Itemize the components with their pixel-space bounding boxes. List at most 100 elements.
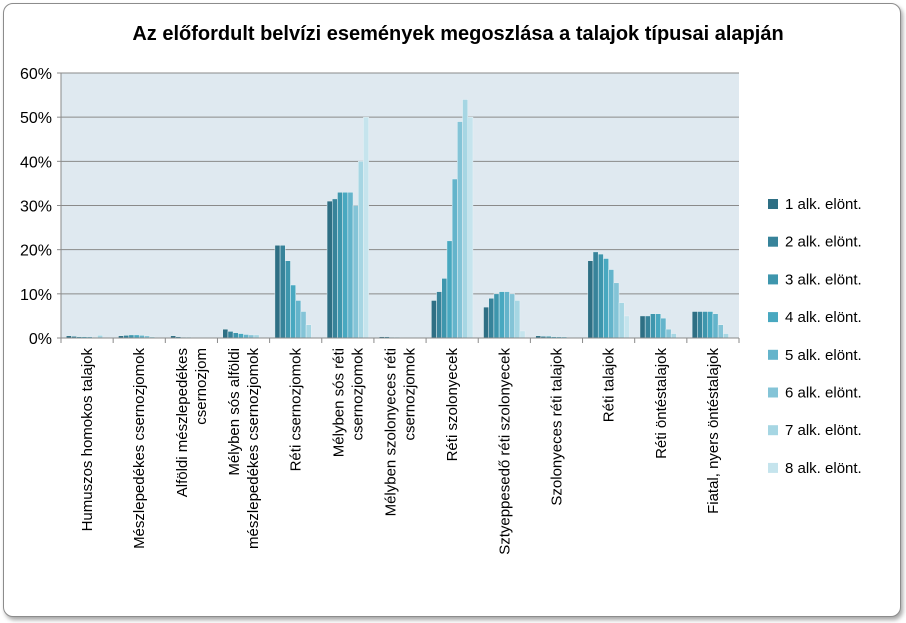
bar	[623, 315, 630, 339]
bar	[431, 300, 437, 339]
bar	[670, 333, 677, 339]
legend-label: 5 alk. elönt.	[785, 347, 862, 364]
x-category-label: Mélyben sós réti	[330, 348, 347, 457]
bar	[660, 317, 667, 339]
bar	[519, 330, 526, 339]
bar	[467, 116, 474, 339]
bar	[274, 245, 281, 339]
legend: 1 alk. elönt. 2 alk. elönt. 3 alk. elönt. 4…	[768, 196, 862, 477]
legend-swatch	[768, 236, 778, 247]
bar	[243, 334, 249, 339]
chart-title: Az előfordult belvízi események megoszlá…	[132, 23, 783, 45]
x-category-label: Réti öntéstalajok	[653, 348, 670, 459]
bar	[300, 311, 307, 339]
bar	[603, 258, 609, 339]
bar	[712, 313, 719, 339]
bar	[717, 324, 724, 339]
bar	[363, 116, 369, 339]
bar	[608, 269, 615, 339]
x-category-label: Mészlepedékes csernozjomok	[131, 348, 148, 549]
legend-swatch	[768, 274, 778, 285]
y-tick-label: 0%	[29, 331, 52, 348]
bar	[597, 253, 604, 339]
bar	[702, 311, 708, 339]
bar	[509, 293, 515, 339]
bar	[227, 331, 234, 339]
bar	[514, 300, 521, 339]
legend-label: 6 alk. elönt.	[785, 385, 862, 402]
bar	[691, 311, 698, 339]
bar	[352, 205, 359, 339]
bar	[650, 313, 656, 339]
bar	[295, 300, 302, 339]
x-category-label: Fiatal, nyers öntéstalajok	[705, 348, 722, 514]
bar	[644, 315, 651, 339]
legend-label: 3 alk. elönt.	[785, 271, 862, 288]
y-tick-label: 50%	[20, 110, 52, 127]
bar	[305, 324, 312, 339]
x-category-label: Réti csernozjomok	[288, 348, 305, 472]
x-category-label: mészlepedékes csernozjomok	[245, 348, 262, 549]
bar	[358, 161, 364, 339]
bar	[457, 121, 463, 339]
bars	[66, 99, 729, 339]
x-category-label: csernozjom	[193, 348, 210, 425]
bar	[639, 315, 646, 339]
bar	[279, 245, 286, 339]
x-category-label: csernozjomok	[349, 348, 366, 441]
bar	[451, 178, 458, 339]
x-category-label: Mélyben szolonyeces réti	[383, 348, 400, 516]
y-tick-label: 20%	[20, 243, 52, 260]
bar	[342, 192, 349, 339]
x-category-label: Alföldi mészlepedékes	[174, 348, 191, 497]
bar	[347, 192, 354, 339]
bar	[332, 198, 338, 339]
bar	[337, 192, 343, 339]
legend-swatch	[768, 462, 778, 473]
bar	[326, 200, 333, 339]
x-category-label: Mélyben sós alföldi	[226, 348, 243, 476]
bar	[504, 291, 510, 339]
bar	[436, 291, 442, 339]
x-category-label: Réti talajok	[601, 348, 618, 423]
bar	[441, 278, 448, 339]
y-tick-label: 60%	[20, 66, 52, 83]
bar	[462, 99, 468, 339]
bar	[618, 302, 625, 339]
x-category-label: Sztyeppesedő réti szolonyecek	[496, 348, 513, 555]
legend-swatch	[768, 387, 778, 398]
legend-swatch	[768, 199, 778, 209]
bar	[285, 260, 291, 339]
bar	[232, 332, 239, 339]
x-category-label: Szolonyeces réti talajok	[548, 348, 565, 506]
bar	[665, 328, 672, 339]
gridlines	[61, 72, 739, 339]
x-category-label: Réti szolonyecek	[444, 348, 461, 462]
bar	[498, 291, 505, 339]
y-tick-label: 40%	[20, 154, 52, 171]
x-category-label: Humuszos homokos talajok	[79, 348, 96, 532]
legend-swatch	[768, 425, 778, 436]
bar	[446, 240, 453, 339]
y-axis: 0% 10% 20% 30% 40% 50% 60%	[20, 66, 739, 348]
bar	[493, 293, 500, 339]
legend-swatch	[768, 312, 778, 323]
bar	[655, 313, 662, 339]
bar	[290, 284, 296, 339]
bar	[592, 251, 599, 339]
bar	[723, 333, 729, 339]
x-axis: Humuszos homokos talajok Mészlepedékes cs…	[60, 338, 740, 555]
legend-label: 1 alk. elönt.	[785, 196, 862, 213]
y-tick-label: 30%	[20, 199, 52, 216]
bar	[222, 328, 229, 339]
legend-swatch	[768, 349, 778, 360]
legend-label: 7 alk. elönt.	[785, 422, 862, 439]
legend-label: 2 alk. elönt.	[785, 234, 862, 251]
x-category-label: csernozjomok	[402, 348, 419, 441]
bar	[707, 311, 714, 339]
legend-label: 4 alk. elönt.	[785, 309, 862, 326]
y-tick-label: 10%	[20, 287, 52, 304]
legend-label: 8 alk. elönt.	[785, 460, 862, 477]
bar	[587, 260, 594, 339]
